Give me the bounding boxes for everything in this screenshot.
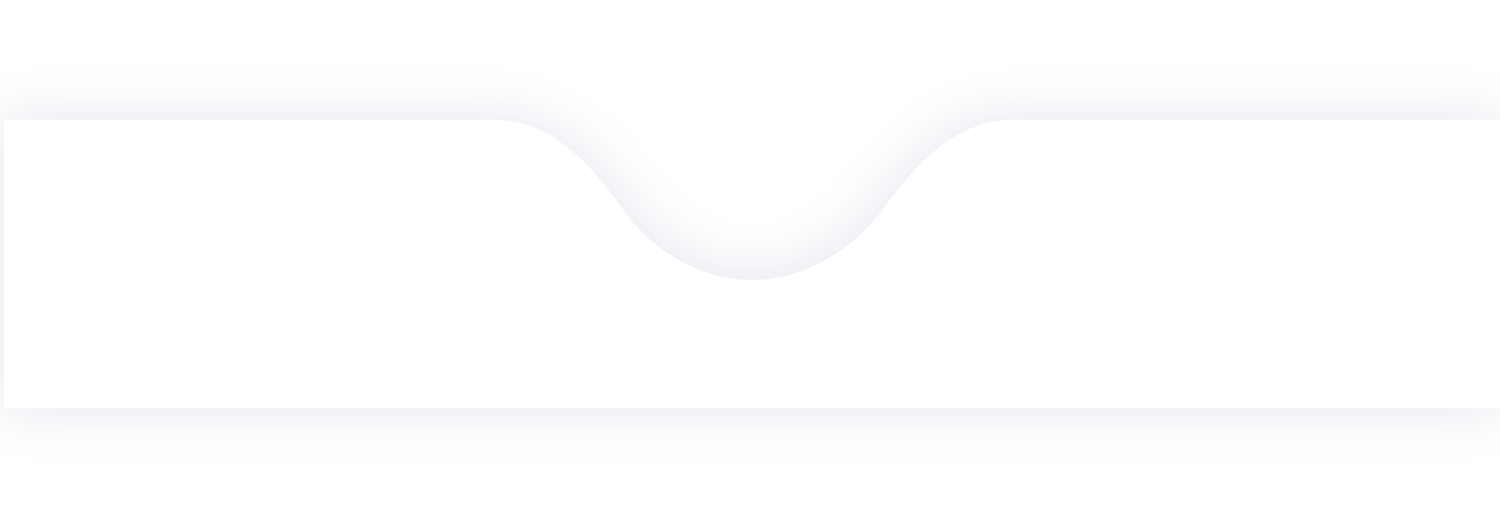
tab-bar-notch-surface	[4, 120, 1500, 408]
